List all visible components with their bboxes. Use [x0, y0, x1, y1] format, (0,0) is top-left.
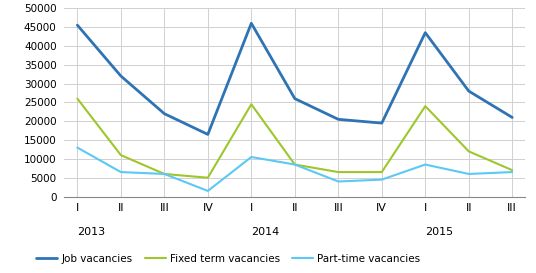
Legend: Job vacancies, Fixed term vacancies, Part-time vacancies: Job vacancies, Fixed term vacancies, Par… — [32, 250, 425, 268]
Job vacancies — [422, 31, 428, 34]
Fixed term vacancies — [248, 103, 255, 106]
Text: 2015: 2015 — [425, 227, 453, 237]
Line: Part-time vacancies: Part-time vacancies — [77, 148, 512, 191]
Fixed term vacancies — [509, 168, 516, 172]
Fixed term vacancies — [161, 172, 168, 176]
Job vacancies — [378, 121, 385, 125]
Fixed term vacancies — [74, 97, 80, 100]
Part-time vacancies — [161, 172, 168, 176]
Fixed term vacancies — [205, 176, 211, 179]
Job vacancies — [509, 116, 516, 119]
Text: 2013: 2013 — [77, 227, 106, 237]
Job vacancies — [74, 23, 80, 27]
Part-time vacancies — [248, 155, 255, 159]
Part-time vacancies — [335, 180, 341, 183]
Job vacancies — [248, 22, 255, 25]
Job vacancies — [335, 118, 341, 121]
Part-time vacancies — [74, 146, 80, 149]
Fixed term vacancies — [466, 150, 472, 153]
Job vacancies — [466, 90, 472, 93]
Fixed term vacancies — [422, 105, 428, 108]
Part-time vacancies — [422, 163, 428, 166]
Part-time vacancies — [292, 163, 298, 166]
Part-time vacancies — [205, 189, 211, 192]
Fixed term vacancies — [117, 153, 124, 157]
Job vacancies — [292, 97, 298, 100]
Fixed term vacancies — [292, 163, 298, 166]
Part-time vacancies — [117, 170, 124, 174]
Part-time vacancies — [378, 178, 385, 181]
Fixed term vacancies — [378, 170, 385, 174]
Job vacancies — [117, 74, 124, 78]
Part-time vacancies — [509, 170, 516, 174]
Job vacancies — [161, 112, 168, 115]
Line: Fixed term vacancies: Fixed term vacancies — [77, 99, 512, 178]
Fixed term vacancies — [335, 170, 341, 174]
Line: Job vacancies: Job vacancies — [77, 23, 512, 134]
Part-time vacancies — [466, 172, 472, 176]
Job vacancies — [205, 133, 211, 136]
Text: 2014: 2014 — [251, 227, 280, 237]
